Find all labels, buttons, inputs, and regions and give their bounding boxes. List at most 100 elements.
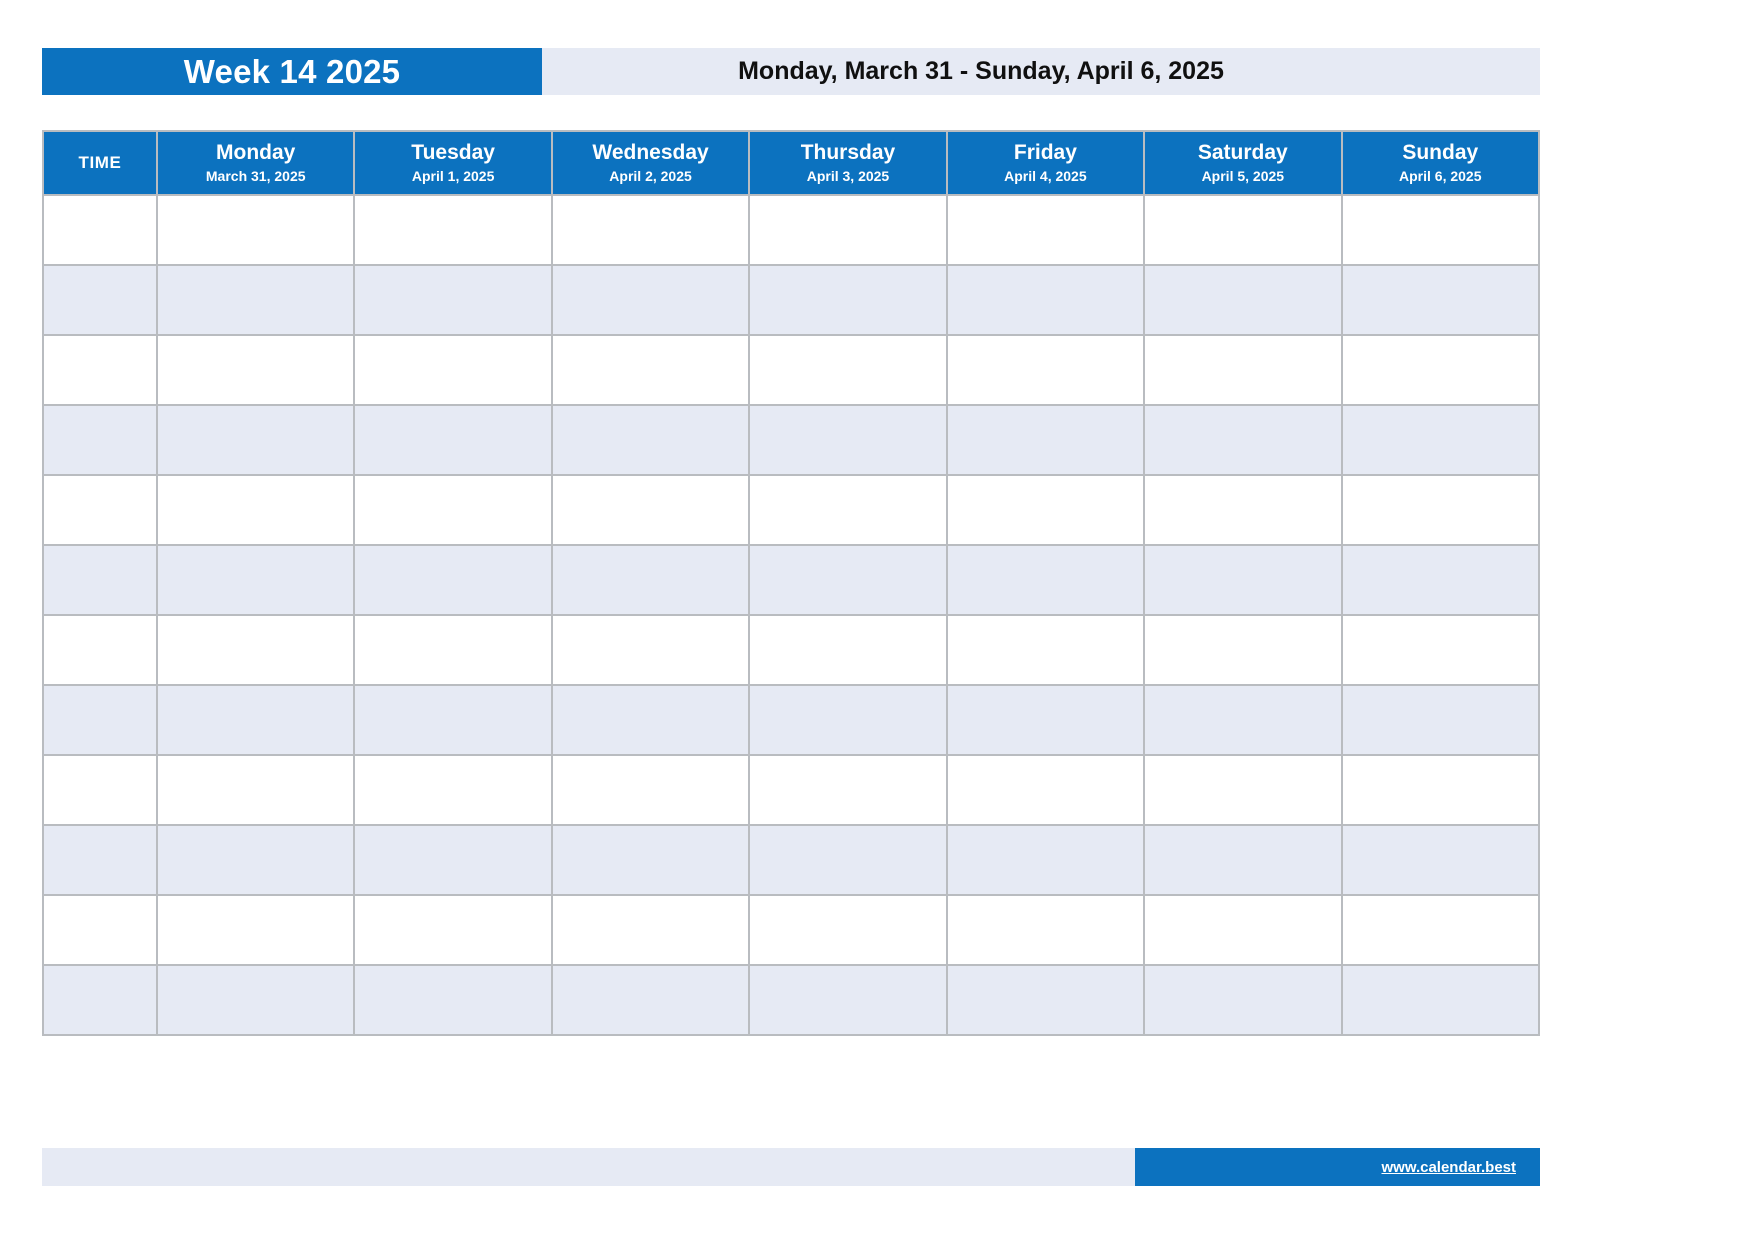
schedule-cell[interactable] <box>748 684 948 756</box>
schedule-cell[interactable] <box>155 754 356 826</box>
schedule-cell[interactable] <box>155 614 356 686</box>
schedule-cell[interactable] <box>155 894 356 966</box>
schedule-cell[interactable] <box>748 264 948 336</box>
schedule-cell[interactable] <box>748 614 948 686</box>
schedule-cell[interactable] <box>945 684 1146 756</box>
schedule-cell[interactable] <box>1143 404 1343 476</box>
schedule-cell[interactable] <box>155 474 356 546</box>
schedule-cell[interactable] <box>1340 894 1541 966</box>
schedule-cell[interactable] <box>748 404 948 476</box>
time-cell[interactable] <box>42 404 158 476</box>
schedule-cell[interactable] <box>1143 614 1343 686</box>
schedule-cell[interactable] <box>550 754 751 826</box>
schedule-cell[interactable] <box>550 544 751 616</box>
time-cell[interactable] <box>42 334 158 406</box>
schedule-cell[interactable] <box>550 684 751 756</box>
schedule-cell[interactable] <box>1340 194 1541 266</box>
footer-website-block[interactable]: www.calendar.best <box>1135 1148 1540 1186</box>
schedule-cell[interactable] <box>945 264 1146 336</box>
schedule-cell[interactable] <box>550 474 751 546</box>
schedule-cell[interactable] <box>353 404 553 476</box>
website-link[interactable]: www.calendar.best <box>1381 1158 1517 1176</box>
schedule-cell[interactable] <box>155 264 356 336</box>
schedule-cell[interactable] <box>945 404 1146 476</box>
schedule-cell[interactable] <box>1340 684 1541 756</box>
time-cell[interactable] <box>42 544 158 616</box>
schedule-cell[interactable] <box>550 894 751 966</box>
schedule-cell[interactable] <box>748 894 948 966</box>
time-cell[interactable] <box>42 824 158 896</box>
schedule-cell[interactable] <box>748 754 948 826</box>
time-cell[interactable] <box>42 264 158 336</box>
schedule-cell[interactable] <box>353 264 553 336</box>
schedule-cell[interactable] <box>1340 264 1541 336</box>
schedule-cell[interactable] <box>945 334 1146 406</box>
schedule-cell[interactable] <box>1340 614 1541 686</box>
schedule-cell[interactable] <box>945 964 1146 1036</box>
schedule-cell[interactable] <box>945 894 1146 966</box>
schedule-cell[interactable] <box>945 474 1146 546</box>
schedule-cell[interactable] <box>945 614 1146 686</box>
schedule-cell[interactable] <box>945 194 1146 266</box>
schedule-cell[interactable] <box>748 474 948 546</box>
schedule-cell[interactable] <box>1340 754 1541 826</box>
schedule-cell[interactable] <box>155 684 356 756</box>
schedule-cell[interactable] <box>353 894 553 966</box>
schedule-cell[interactable] <box>550 964 751 1036</box>
schedule-cell[interactable] <box>1143 194 1343 266</box>
schedule-cell[interactable] <box>1340 404 1541 476</box>
schedule-cell[interactable] <box>353 684 553 756</box>
schedule-cell[interactable] <box>748 194 948 266</box>
schedule-cell[interactable] <box>155 964 356 1036</box>
schedule-cell[interactable] <box>550 334 751 406</box>
schedule-cell[interactable] <box>155 544 356 616</box>
time-cell[interactable] <box>42 684 158 756</box>
schedule-cell[interactable] <box>353 754 553 826</box>
time-cell[interactable] <box>42 754 158 826</box>
schedule-cell[interactable] <box>155 404 356 476</box>
time-cell[interactable] <box>42 194 158 266</box>
schedule-cell[interactable] <box>1143 334 1343 406</box>
schedule-cell[interactable] <box>550 194 751 266</box>
schedule-cell[interactable] <box>550 404 751 476</box>
schedule-cell[interactable] <box>1143 824 1343 896</box>
time-cell[interactable] <box>42 474 158 546</box>
schedule-cell[interactable] <box>353 474 553 546</box>
schedule-cell-text <box>355 546 550 564</box>
schedule-cell[interactable] <box>1143 894 1343 966</box>
schedule-cell[interactable] <box>1143 264 1343 336</box>
schedule-cell[interactable] <box>748 334 948 406</box>
schedule-cell[interactable] <box>353 194 553 266</box>
schedule-cell[interactable] <box>155 194 356 266</box>
schedule-cell[interactable] <box>550 264 751 336</box>
schedule-cell[interactable] <box>748 964 948 1036</box>
schedule-cell[interactable] <box>1340 544 1541 616</box>
schedule-cell[interactable] <box>353 964 553 1036</box>
schedule-cell[interactable] <box>1143 684 1343 756</box>
time-cell[interactable] <box>42 614 158 686</box>
schedule-cell[interactable] <box>353 334 553 406</box>
schedule-cell[interactable] <box>748 544 948 616</box>
schedule-cell[interactable] <box>353 544 553 616</box>
schedule-cell[interactable] <box>748 824 948 896</box>
time-cell[interactable] <box>42 964 158 1036</box>
schedule-cell[interactable] <box>550 614 751 686</box>
time-cell[interactable] <box>42 894 158 966</box>
schedule-cell[interactable] <box>1340 824 1541 896</box>
schedule-cell[interactable] <box>1143 964 1343 1036</box>
schedule-cell[interactable] <box>1340 474 1541 546</box>
schedule-cell[interactable] <box>155 334 356 406</box>
schedule-cell[interactable] <box>1340 334 1541 406</box>
schedule-cell[interactable] <box>945 544 1146 616</box>
schedule-cell[interactable] <box>1143 754 1343 826</box>
schedule-cell[interactable] <box>155 824 356 896</box>
schedule-cell[interactable] <box>1340 964 1541 1036</box>
schedule-cell[interactable] <box>945 824 1146 896</box>
schedule-cell[interactable] <box>1143 474 1343 546</box>
schedule-cell[interactable] <box>353 614 553 686</box>
schedule-cell[interactable] <box>1143 544 1343 616</box>
schedule-cell-text <box>1343 546 1538 564</box>
schedule-cell[interactable] <box>550 824 751 896</box>
schedule-cell[interactable] <box>353 824 553 896</box>
schedule-cell[interactable] <box>945 754 1146 826</box>
